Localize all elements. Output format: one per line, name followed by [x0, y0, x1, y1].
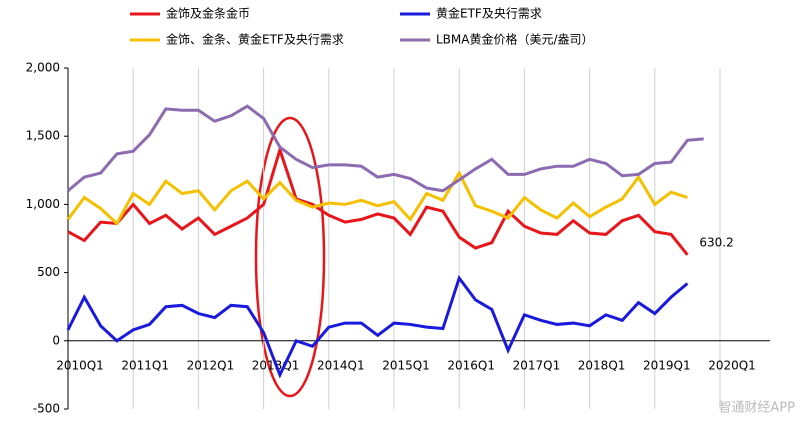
x-tick-label: 2012Q1 [187, 358, 235, 372]
x-tick-label: 2017Q1 [513, 358, 561, 372]
y-tick-label: -500 [33, 402, 60, 416]
highlight-ellipse [254, 116, 326, 398]
y-tick-label: 0 [52, 333, 60, 347]
series-line [66, 274, 689, 379]
data-label: 630.2 [699, 235, 733, 249]
legend-label: 黄金ETF及央行需求 [436, 6, 542, 21]
watermark: 智通财经APP [718, 401, 795, 416]
x-tick-label: 2018Q1 [578, 358, 626, 372]
series-line [67, 104, 704, 193]
x-tick-label: 2019Q1 [643, 358, 691, 372]
x-tick-label: 2011Q1 [121, 358, 169, 372]
series-line [67, 144, 689, 256]
series-line [66, 169, 688, 226]
legend-label: LBMA黄金价格（美元/盎司） [436, 32, 594, 47]
x-tick-label: 2014Q1 [317, 358, 365, 372]
x-tick-label: 2010Q1 [56, 358, 104, 372]
y-tick-label: 1,000 [26, 197, 60, 211]
y-tick-label: 1,500 [26, 129, 60, 143]
x-tick-label: 2020Q1 [708, 358, 756, 372]
x-tick-label: 2015Q1 [382, 358, 430, 372]
y-tick-label: 2,000 [26, 61, 60, 75]
x-tick-label: 2016Q1 [447, 358, 495, 372]
legend-label: 金饰、金条、黄金ETF及央行需求 [166, 32, 344, 47]
legend-label: 金饰及金条金币 [166, 6, 250, 21]
y-tick-label: 500 [37, 265, 60, 279]
